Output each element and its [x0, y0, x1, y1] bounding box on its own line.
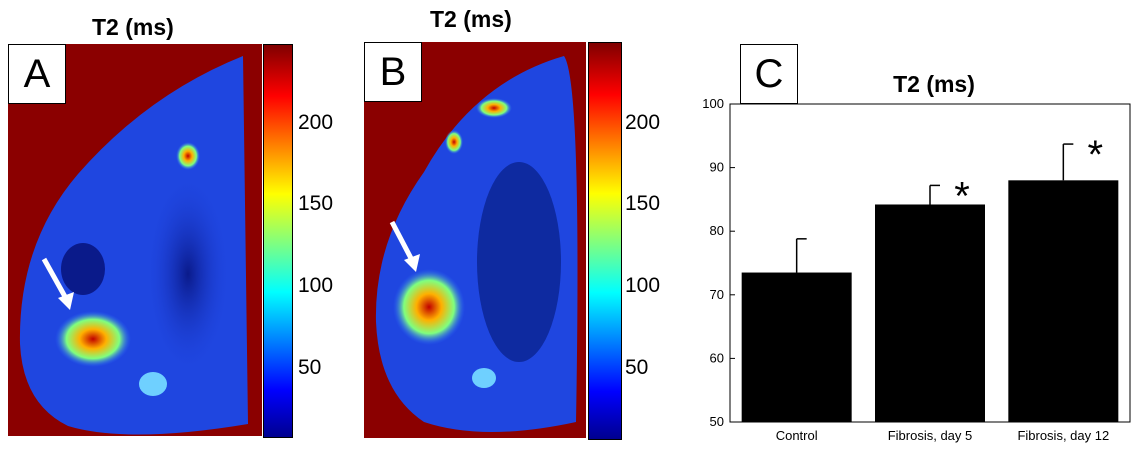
significance-marker: * [1088, 133, 1104, 177]
chart-title: T2 (ms) [893, 71, 975, 97]
colorbar-a [263, 44, 293, 438]
significance-marker: * [954, 174, 970, 218]
mri-slice-a [19, 56, 248, 435]
y-tick-label: 90 [710, 160, 724, 175]
arrow-icon [389, 220, 417, 266]
panel-c-label: C [740, 44, 798, 104]
bar [741, 272, 852, 422]
x-tick-label: Fibrosis, day 12 [1017, 428, 1109, 443]
colorbar-a-tick: 50 [298, 356, 322, 379]
y-tick-label: 70 [710, 287, 724, 302]
colorbar-a-tick: 150 [298, 192, 334, 215]
panel-a-title: T2 (ms) [92, 14, 174, 40]
colorbar-b-tick: 50 [625, 356, 649, 379]
colorbar-b [588, 42, 622, 440]
bar [875, 204, 985, 422]
colorbar-b-tick: 100 [625, 274, 661, 297]
bar-chart: T2 (ms) 50 60 70 80 90 100 Control Fibrosis, day… [702, 71, 1131, 443]
mri-slice-b [375, 56, 578, 432]
colorbar-b-tick: 200 [625, 111, 661, 134]
colorbar-b-tick: 150 [625, 192, 661, 215]
panel-b-title: T2 (ms) [430, 6, 512, 32]
colorbar-a-tick: 200 [298, 111, 334, 134]
colorbar-a-tick: 100 [298, 274, 334, 297]
y-tick-label: 50 [710, 414, 724, 429]
y-tick-label: 80 [710, 223, 724, 238]
arrow-icon [41, 257, 71, 304]
y-tick-label: 100 [702, 96, 724, 111]
y-tick-label: 60 [710, 350, 724, 365]
panel-a-label: A [8, 44, 66, 104]
panel-b-label: B [364, 42, 422, 102]
x-tick-label: Control [776, 428, 818, 443]
mri-image-a [8, 44, 262, 436]
mri-image-b [364, 42, 586, 438]
x-tick-label: Fibrosis, day 5 [888, 428, 973, 443]
bar [1008, 180, 1119, 422]
